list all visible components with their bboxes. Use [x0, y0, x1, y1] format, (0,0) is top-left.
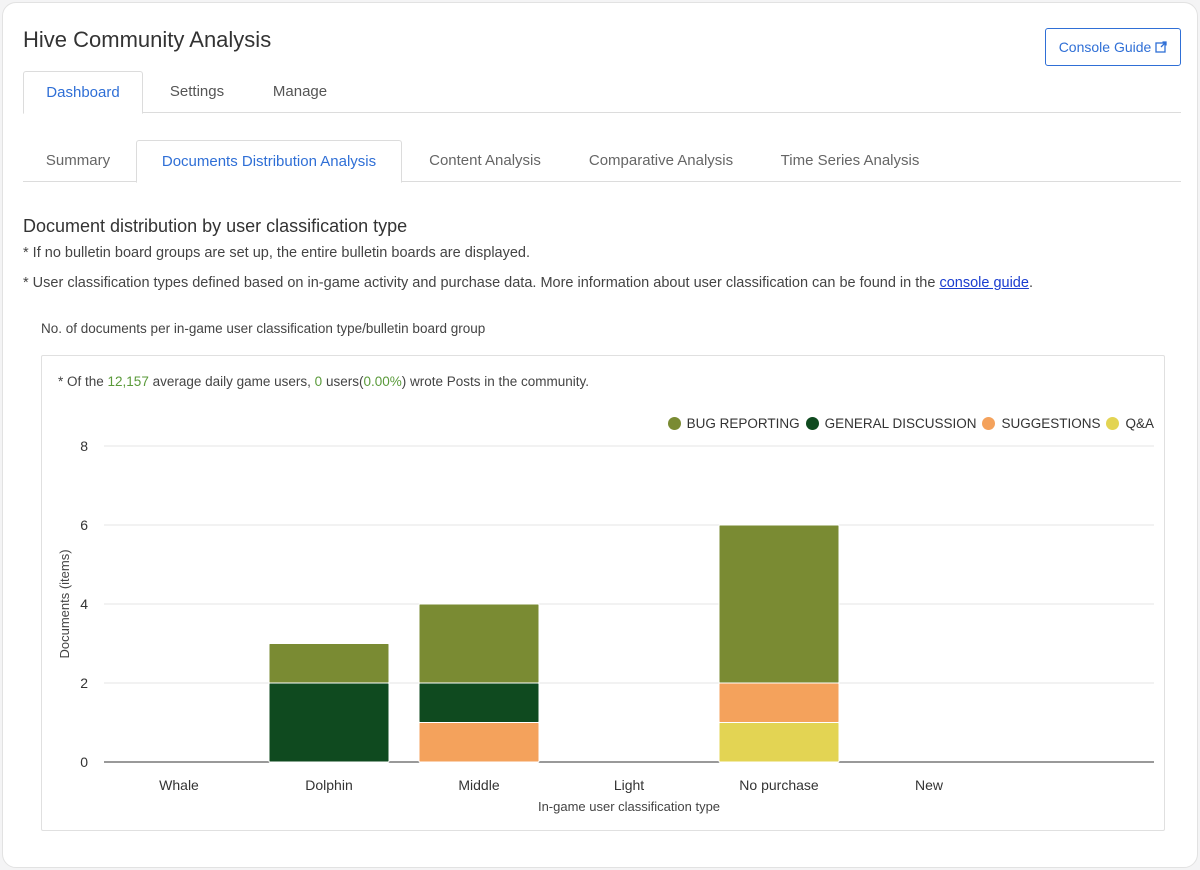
legend-label: Q&A: [1125, 416, 1154, 431]
bar-segment-general-discussion: [418, 682, 540, 723]
legend-item-qa[interactable]: Q&A: [1106, 416, 1154, 431]
bar-segment-suggestions: [718, 682, 840, 723]
x-tick-label: New: [915, 777, 944, 793]
stacked-bar-chart: 0 2 4 6 8 Documents (items) In-game user class…: [57, 438, 1154, 814]
y-axis-label: Documents (items): [57, 549, 72, 658]
users-note-suffix: ) wrote Posts in the community.: [401, 374, 590, 389]
y-tick-label: 8: [80, 438, 88, 454]
note-user-classification-text: * User classification types defined base…: [23, 275, 940, 291]
legend-item-bug-reporting[interactable]: BUG REPORTING: [667, 416, 800, 431]
x-tick-label: Middle: [458, 777, 499, 793]
chart-legend: BUG REPORTING GENERAL DISCUSSION SUGGEST…: [667, 416, 1154, 431]
legend-label: SUGGESTIONS: [1001, 416, 1101, 431]
y-tick-label: 2: [80, 675, 88, 691]
chart-panel: * Of the 12,157 average daily game users…: [41, 355, 1165, 831]
users-note: * Of the 12,157 average daily game users…: [58, 374, 589, 389]
legend-item-general-discussion[interactable]: GENERAL DISCUSSION: [805, 416, 977, 431]
y-tick-label: 6: [80, 517, 88, 533]
users-note-prefix: * Of the: [58, 374, 108, 389]
y-tick-label: 0: [80, 754, 88, 770]
tab-comparative-analysis[interactable]: Comparative Analysis: [588, 152, 734, 169]
page-title: Hive Community Analysis: [23, 27, 272, 52]
legend-dot-icon: [667, 417, 681, 430]
bar-segment-bug-reporting: [268, 643, 390, 684]
note-bulletin-boards: * If no bulletin board groups are set up…: [23, 245, 531, 261]
tab-dashboard[interactable]: Dashboard: [23, 71, 143, 114]
tab-time-series-analysis[interactable]: Time Series Analysis: [780, 152, 920, 169]
legend-item-suggestions[interactable]: SUGGESTIONS: [982, 416, 1100, 431]
y-tick-label: 4: [80, 596, 88, 612]
legend-label: BUG REPORTING: [686, 416, 800, 431]
bar-segment-general-discussion: [268, 682, 390, 763]
x-tick-label: Dolphin: [305, 777, 352, 793]
legend-dot-icon: [805, 417, 819, 430]
avg-daily-users: 12,157: [107, 374, 149, 389]
tab-summary[interactable]: Summary: [45, 152, 111, 169]
bar-segment-bug-reporting: [418, 603, 540, 684]
x-tick-label: Whale: [159, 777, 199, 793]
top-tabs: Dashboard Settings Manage: [23, 71, 1181, 114]
bar-segment-q-a: [718, 722, 840, 763]
users-note-middle2: users(: [322, 374, 364, 389]
x-tick-label: No purchase: [739, 777, 819, 793]
x-tick-label: Light: [614, 777, 644, 793]
section-title: Document distribution by user classifica…: [23, 216, 408, 236]
external-link-icon: [1155, 41, 1167, 53]
note-user-classification: * User classification types defined base…: [23, 275, 1033, 291]
bar-segment-bug-reporting: [718, 524, 840, 684]
x-axis-label: In-game user classification type: [538, 799, 720, 814]
bar-segment-suggestions: [418, 722, 540, 763]
tab-settings[interactable]: Settings: [169, 83, 225, 100]
writer-count: 0: [314, 374, 323, 389]
tab-content-analysis[interactable]: Content Analysis: [429, 152, 541, 169]
sub-tabs: Summary Documents Distribution Analysis …: [23, 140, 1181, 183]
legend-dot-icon: [982, 417, 996, 430]
users-note-middle: average daily game users,: [148, 374, 315, 389]
console-guide-button[interactable]: Console Guide: [1045, 28, 1181, 66]
tab-documents-distribution[interactable]: Documents Distribution Analysis: [136, 140, 402, 183]
console-guide-link[interactable]: console guide: [939, 275, 1029, 291]
chart-caption: No. of documents per in-game user classi…: [41, 321, 486, 336]
writer-percent: 0.00%: [363, 374, 402, 389]
legend-dot-icon: [1106, 417, 1120, 430]
tab-manage[interactable]: Manage: [272, 83, 328, 100]
note-suffix: .: [1028, 275, 1033, 291]
console-guide-label: Console Guide: [1058, 39, 1152, 55]
legend-label: GENERAL DISCUSSION: [824, 416, 977, 431]
